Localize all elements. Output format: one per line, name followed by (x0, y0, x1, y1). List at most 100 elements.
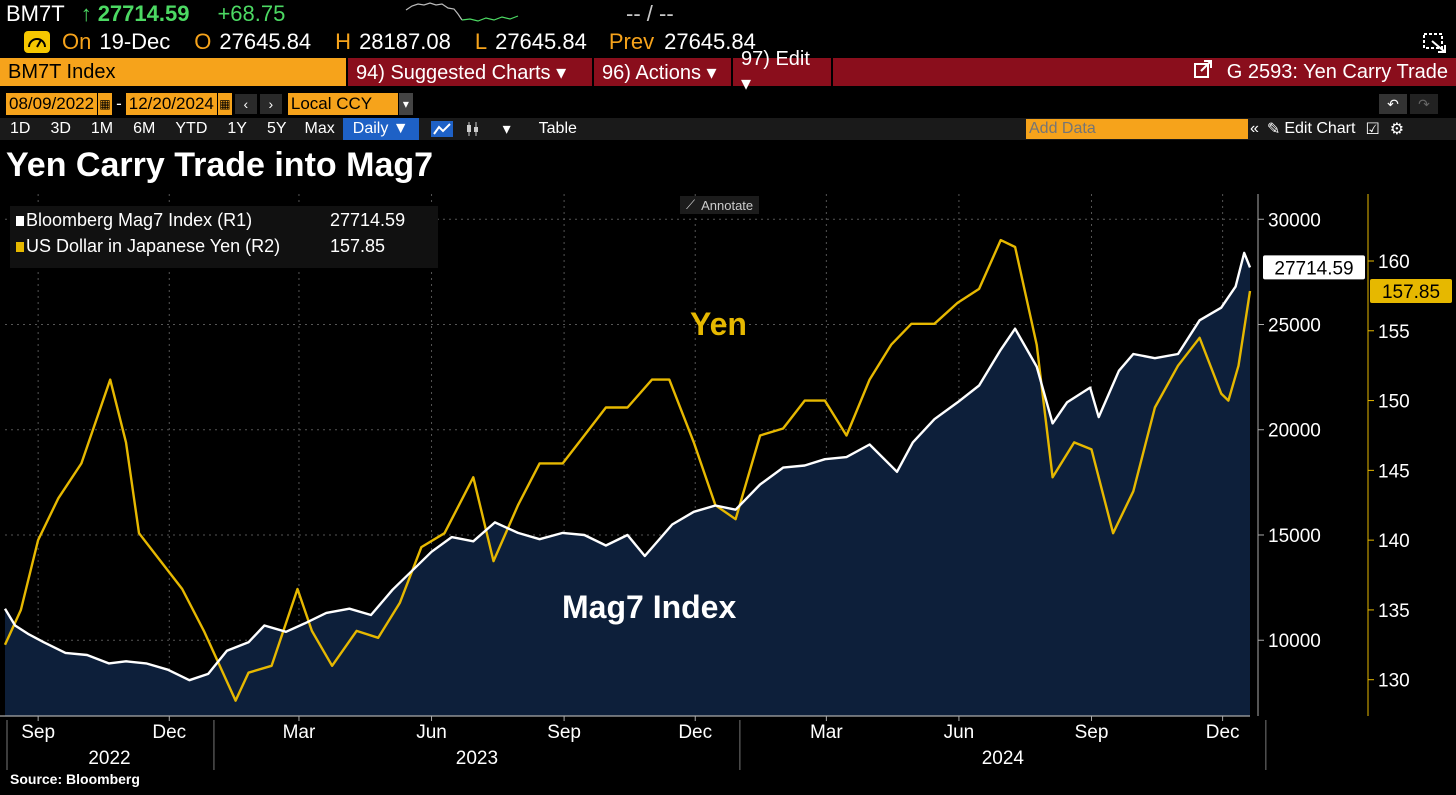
gear-icon[interactable]: ⚙ (1389, 121, 1405, 138)
date-range-bar: 08/09/2022 ▦ - 12/20/2024 ▦ ‹ › Local CC… (0, 93, 1456, 115)
frequency-select[interactable]: Daily ▼ (342, 118, 419, 140)
edit-menu[interactable]: 97) Edit ▾ (733, 48, 833, 95)
calendar-icon[interactable]: ▦ (216, 93, 232, 115)
chart-title-tab[interactable]: G 2593: Yen Carry Trade (833, 58, 1456, 86)
chart-type-dropdown-icon[interactable]: ▾ (502, 121, 511, 138)
chart-settings-icon[interactable]: ☑ (1365, 121, 1380, 138)
y-r2-tick-label: 160 (1378, 252, 1410, 273)
time-display: -- / -- (626, 1, 674, 26)
annotate-icon: ⟋ (686, 197, 696, 212)
period-5y[interactable]: 5Y (266, 120, 287, 137)
y-r1-tick-label: 20000 (1268, 421, 1321, 442)
open-value: 27645.84 (219, 29, 312, 54)
legend-value: 157.85 (330, 236, 386, 256)
y-r1-tick-label: 10000 (1268, 631, 1321, 652)
x-tick-label: Dec (678, 722, 712, 743)
legend-swatch (16, 241, 24, 252)
y-r2-tick-label: 155 (1378, 322, 1410, 343)
redo-icon[interactable]: ↷ (1410, 94, 1438, 114)
sparkline (405, 2, 519, 22)
double-chevron-left-icon[interactable]: « (1250, 120, 1259, 137)
legend-label: US Dollar in Japanese Yen (R2) (26, 236, 281, 256)
period-1m[interactable]: 1M (90, 120, 114, 137)
period-ytd[interactable]: YTD (175, 120, 208, 137)
undo-icon[interactable]: ↶ (1379, 94, 1407, 114)
resize-icon[interactable] (1422, 32, 1448, 60)
quote-date: 19-Dec (99, 29, 171, 54)
suggested-charts-menu[interactable]: 94) Suggested Charts ▾ (348, 58, 594, 86)
x-tick-label: Sep (1075, 722, 1109, 743)
x-tick-label: Mar (810, 722, 843, 743)
actions-menu[interactable]: 96) Actions ▾ (594, 58, 733, 86)
range-dash: - (116, 94, 122, 113)
low-label: L (474, 29, 488, 54)
high-value: 28187.08 (359, 29, 451, 54)
up-arrow-icon: ↑ (80, 1, 92, 26)
start-date-field[interactable]: 08/09/2022 ▦ (6, 93, 113, 115)
y-r1-tick-label: 15000 (1268, 526, 1321, 547)
prev-value: 27645.84 (664, 29, 756, 54)
edit-chart-button[interactable]: Edit Chart (1284, 120, 1356, 137)
chart-labels: 27714.59 157.85 Yen Mag7 Index (562, 255, 1452, 625)
security-field[interactable]: BM7T Index (0, 58, 348, 86)
yen-line (3, 238, 1252, 702)
currency-select[interactable]: Local CCY ▾ (287, 93, 413, 115)
y-r2-tick-label: 150 (1378, 392, 1410, 413)
prev-label: Prev (608, 29, 655, 54)
legend-value: 27714.59 (330, 210, 406, 230)
last-price: 27714.59 (97, 1, 190, 26)
ticker-symbol[interactable]: BM7T (6, 1, 65, 26)
launch-icon (1193, 59, 1213, 85)
ticker-bar: BM7T ↑ 27714.59 +68.75 -- / -- (0, 0, 1456, 28)
end-date-field[interactable]: 12/20/2024 ▦ (125, 93, 232, 115)
y-r2-tick-label: 140 (1378, 531, 1410, 552)
table-button[interactable]: Table (538, 120, 577, 137)
pencil-icon: ✎ (1266, 121, 1281, 138)
y-r1-tick-label: 30000 (1268, 210, 1321, 231)
price-change: +68.75 (217, 1, 286, 26)
mag7-last-value-box (1263, 255, 1365, 280)
calendar-icon[interactable]: ▦ (97, 93, 113, 115)
x-year-label: 2023 (456, 748, 498, 769)
x-tick-label: Sep (547, 722, 581, 743)
high-label: H (335, 29, 352, 54)
next-period-button[interactable]: › (259, 94, 282, 114)
prev-period-button[interactable]: ‹ (234, 94, 257, 114)
yen-last-value-box (1370, 279, 1452, 304)
legend-label: Bloomberg Mag7 Index (R1) (26, 210, 253, 230)
speedometer-icon[interactable] (22, 31, 52, 53)
legend-item-mag7[interactable]: Bloomberg Mag7 Index (R1) 27714.59 (16, 210, 405, 231)
chevron-down-icon: ▾ (397, 93, 413, 115)
source-note: Source: Bloomberg (10, 771, 140, 787)
line-chart-icon[interactable] (425, 118, 459, 140)
period-1y[interactable]: 1Y (227, 120, 247, 137)
y-r2-tick-label: 135 (1378, 601, 1410, 622)
period-1d[interactable]: 1D (10, 120, 31, 137)
x-year-label: 2024 (982, 748, 1025, 769)
yen-annotation: Yen (690, 306, 747, 342)
x-tick-label: Jun (416, 722, 447, 743)
yen-last-value-label: 157.85 (1382, 282, 1440, 303)
annotate-button[interactable]: ⟋ Annotate (680, 196, 760, 214)
period-max[interactable]: Max (304, 120, 335, 137)
chart-axes: Sep Dec Mar Jun Sep Dec Mar Jun Sep Dec 2022 2023 20… (0, 194, 1410, 770)
legend-item-yen[interactable]: US Dollar in Japanese Yen (R2) 157.85 (16, 236, 385, 257)
chart-svg[interactable]: Sep Dec Mar Jun Sep Dec Mar Jun Sep Dec 2022 2023 20… (0, 190, 1456, 771)
low-value: 27645.84 (495, 29, 587, 54)
on-label: On (62, 29, 92, 54)
y-r2-tick-label: 130 (1378, 671, 1410, 692)
quote-bar: On 19-Dec O 27645.84 H 28187.08 L 27645.… (0, 28, 1456, 56)
x-tick-label: Sep (21, 722, 55, 743)
mag7-area (5, 252, 1250, 716)
x-tick-label: Dec (1206, 722, 1240, 743)
x-tick-label: Jun (944, 722, 975, 743)
chart-title-label: G 2593: Yen Carry Trade (1226, 60, 1448, 83)
mag7-annotation: Mag7 Index (562, 589, 736, 625)
y-r1-tick-label: 25000 (1268, 316, 1321, 337)
add-data-input[interactable] (1026, 119, 1248, 139)
menu-bar: BM7T Index 94) Suggested Charts ▾ 96) Ac… (0, 48, 1456, 95)
legend: Bloomberg Mag7 Index (R1) 27714.59 US Do… (10, 206, 438, 268)
candlestick-icon[interactable] (459, 118, 487, 140)
period-6m[interactable]: 6M (133, 120, 156, 137)
period-3d[interactable]: 3D (50, 120, 71, 137)
